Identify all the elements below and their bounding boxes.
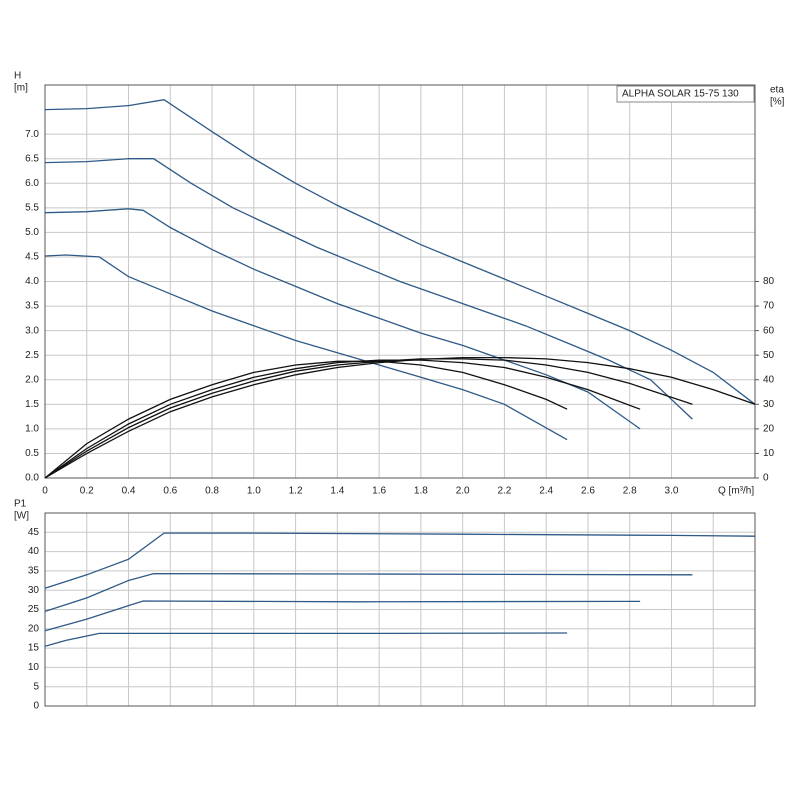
curve bbox=[44, 532, 756, 589]
y-tick-label: 0.5 bbox=[25, 448, 39, 459]
x-tick-label: 2.4 bbox=[539, 486, 553, 497]
y-tick-label: 0.0 bbox=[25, 473, 39, 484]
x-tick-label: 2.2 bbox=[497, 486, 511, 497]
y-tick-label: 2.0 bbox=[25, 374, 39, 385]
y2-tick-label: 40 bbox=[763, 374, 775, 385]
y2-axis-unit: [%] bbox=[770, 97, 785, 108]
curve bbox=[44, 208, 641, 430]
y-tick-label: 3.5 bbox=[25, 301, 39, 312]
curve bbox=[44, 254, 568, 441]
curve bbox=[44, 99, 756, 405]
y2-tick-label: 30 bbox=[763, 399, 775, 410]
x-tick-label: 0 bbox=[42, 486, 48, 497]
y2-axis-label: eta bbox=[770, 85, 784, 96]
x-tick-label: 1.0 bbox=[247, 486, 261, 497]
y-tick-label: 0 bbox=[33, 701, 39, 712]
curve bbox=[44, 632, 568, 647]
y2-tick-label: 50 bbox=[763, 350, 775, 361]
chart-title: ALPHA SOLAR 15-75 130 bbox=[622, 89, 739, 100]
y-tick-label: 20 bbox=[28, 623, 40, 634]
y-tick-label: 15 bbox=[28, 643, 40, 654]
y-tick-label: 4.0 bbox=[25, 276, 39, 287]
x-tick-label: 0.6 bbox=[163, 486, 177, 497]
y-tick-label: 2.5 bbox=[25, 350, 39, 361]
y-axis-label: H bbox=[14, 71, 21, 82]
plot-frame bbox=[44, 512, 756, 707]
y-tick-label: 35 bbox=[28, 566, 40, 577]
y2-tick-label: 0 bbox=[763, 473, 769, 484]
y2-tick-label: 80 bbox=[763, 276, 775, 287]
x-tick-label: 0.4 bbox=[122, 486, 136, 497]
x-tick-label: 1.4 bbox=[330, 486, 344, 497]
y-tick-label: 5.5 bbox=[25, 202, 39, 213]
y-axis-unit: [W] bbox=[14, 511, 29, 522]
curve bbox=[44, 572, 693, 613]
y-tick-label: 10 bbox=[28, 662, 40, 673]
x-tick-label: 1.8 bbox=[414, 486, 428, 497]
y-tick-label: 40 bbox=[28, 546, 40, 557]
y2-tick-label: 70 bbox=[763, 301, 775, 312]
efficiency-curve bbox=[44, 358, 693, 479]
y-tick-label: 1.5 bbox=[25, 399, 39, 410]
x-tick-label: 3.0 bbox=[665, 486, 679, 497]
x-tick-label: 2.8 bbox=[623, 486, 637, 497]
y-tick-label: 4.5 bbox=[25, 252, 39, 263]
y-tick-label: 30 bbox=[28, 585, 40, 596]
x-tick-label: 2.0 bbox=[456, 486, 470, 497]
y-tick-label: 25 bbox=[28, 604, 40, 615]
curve bbox=[44, 158, 693, 420]
efficiency-curve bbox=[44, 359, 641, 479]
y-tick-label: 1.0 bbox=[25, 424, 39, 435]
y-tick-label: 5 bbox=[33, 681, 39, 692]
efficiency-curve bbox=[44, 356, 756, 479]
title-box bbox=[616, 85, 755, 103]
y2-tick-label: 20 bbox=[763, 424, 775, 435]
x-tick-label: 1.6 bbox=[372, 486, 386, 497]
y-tick-label: 6.5 bbox=[25, 153, 39, 164]
y-axis-unit: [m] bbox=[14, 83, 28, 94]
y-tick-label: 7.0 bbox=[25, 129, 39, 140]
y-tick-label: 5.0 bbox=[25, 227, 39, 238]
efficiency-curve bbox=[44, 360, 568, 479]
y2-tick-label: 10 bbox=[763, 448, 775, 459]
x-tick-label: 0.2 bbox=[80, 486, 94, 497]
y-tick-label: 45 bbox=[28, 527, 40, 538]
y-tick-label: 6.0 bbox=[25, 178, 39, 189]
y-axis-label: P1 bbox=[14, 499, 27, 510]
y-tick-label: 3.0 bbox=[25, 325, 39, 336]
y2-tick-label: 60 bbox=[763, 325, 775, 336]
x-tick-label: 1.2 bbox=[289, 486, 303, 497]
plot-frame bbox=[44, 84, 756, 479]
curve bbox=[44, 600, 641, 632]
x-tick-label: 2.6 bbox=[581, 486, 595, 497]
x-tick-label: 0.8 bbox=[205, 486, 219, 497]
x-axis-label: Q [m³/h] bbox=[718, 486, 754, 497]
